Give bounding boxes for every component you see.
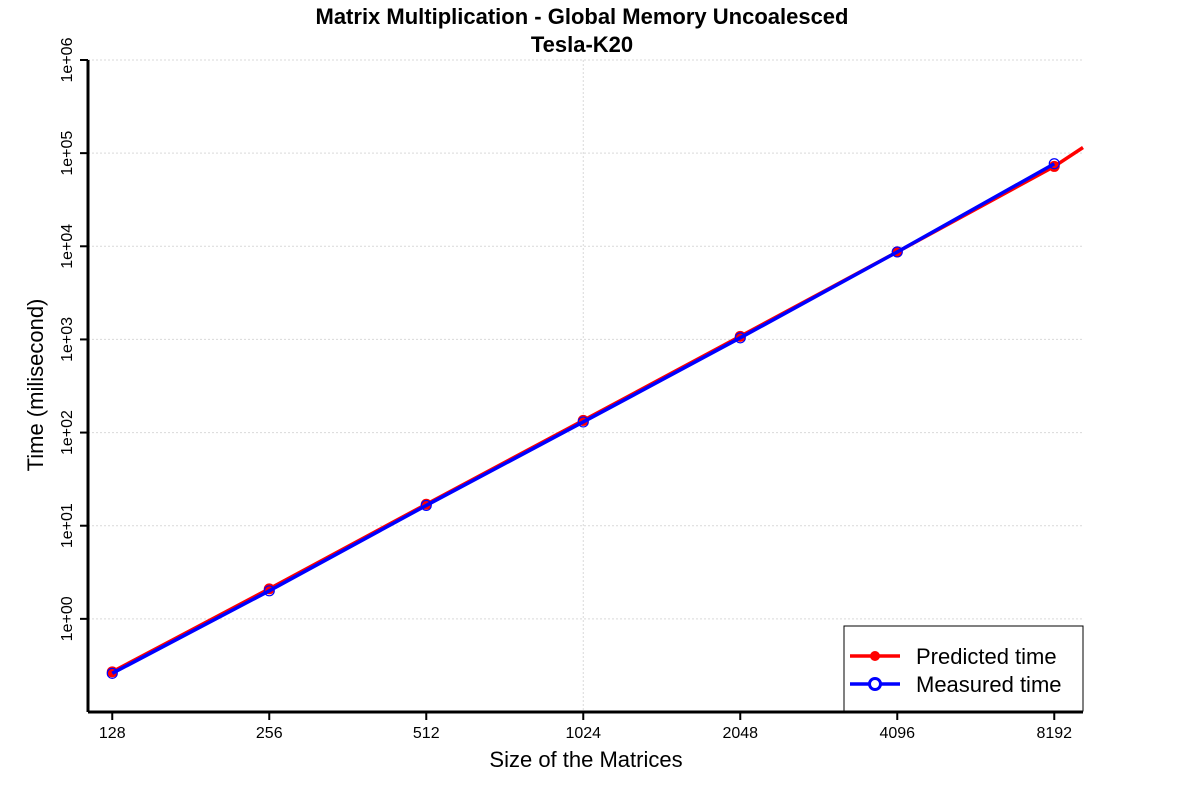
x-tick-label: 512 <box>413 725 440 742</box>
legend-marker <box>870 651 880 661</box>
series-measured-time <box>106 158 1060 679</box>
y-axis-label: Time (milisecond) <box>23 299 48 472</box>
data-point <box>1048 158 1060 170</box>
y-tick-label: 1e+02 <box>59 410 76 455</box>
legend-label: Predicted time <box>916 644 1057 669</box>
y-tick-label: 1e+04 <box>59 224 76 269</box>
legend-marker <box>868 677 882 691</box>
data-point <box>106 667 118 679</box>
data-point <box>577 416 589 428</box>
data-point <box>734 332 746 344</box>
series-layer <box>106 146 1084 679</box>
y-tick-label: 1e+06 <box>59 37 76 82</box>
x-tick-label: 128 <box>99 725 126 742</box>
axes <box>80 59 1083 720</box>
y-tick-label: 1e+03 <box>59 317 76 362</box>
legend-label: Measured time <box>916 672 1062 697</box>
y-tick-label: 1e+00 <box>59 596 76 641</box>
y-tick-label: 1e+05 <box>59 131 76 176</box>
data-point <box>891 246 903 258</box>
x-tick-label: 256 <box>256 725 283 742</box>
series-line <box>111 146 1084 674</box>
y-tick-label: 1e+01 <box>59 503 76 548</box>
tick-labels: 1e+00 1e+01 1e+02 1e+03 1e+04 1e+05 1e+06 128 25… <box>59 37 1072 742</box>
data-point <box>263 585 275 597</box>
data-point <box>420 499 432 512</box>
chart-subtitle: Tesla-K20 <box>531 32 633 57</box>
x-tick-label: 8192 <box>1036 725 1072 742</box>
legend: Predicted time Measured time <box>843 625 1084 712</box>
x-axis-label: Size of the Matrices <box>489 747 682 772</box>
x-tick-label: 1024 <box>565 725 601 742</box>
chart-title: Matrix Multiplication - Global Memory Un… <box>316 4 849 29</box>
x-tick-label: 2048 <box>722 725 758 742</box>
x-tick-label: 4096 <box>879 725 915 742</box>
grid-lines <box>88 59 1083 712</box>
legend-box <box>843 625 1084 712</box>
series-line <box>111 162 1056 675</box>
